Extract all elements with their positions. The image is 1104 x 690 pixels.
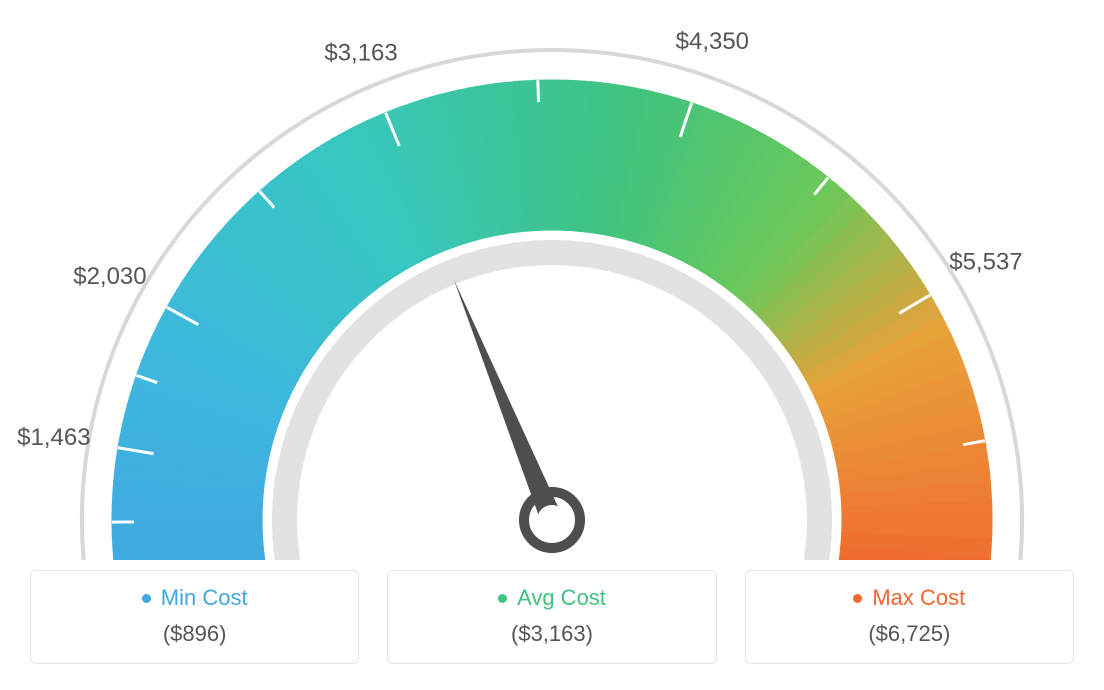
legend-card-max: Max Cost ($6,725): [745, 570, 1074, 664]
legend-title-avg: Avg Cost: [517, 585, 606, 611]
tick-label: $3,163: [324, 39, 397, 66]
tick-label: $4,350: [676, 28, 749, 55]
dot-max: [853, 594, 862, 603]
tick-label: $1,463: [17, 424, 90, 451]
legend-title-max: Max Cost: [872, 585, 965, 611]
legend-value-avg: ($3,163): [398, 621, 705, 647]
cost-gauge: $896$1,463$2,030$3,163$4,350$5,537$6,725: [0, 0, 1104, 560]
legend-value-max: ($6,725): [756, 621, 1063, 647]
legend-title-min: Min Cost: [161, 585, 248, 611]
legend-row: Min Cost ($896) Avg Cost ($3,163) Max Co…: [0, 570, 1104, 664]
tick-label: $5,537: [949, 249, 1022, 276]
legend-card-min: Min Cost ($896): [30, 570, 359, 664]
tick-label: $2,030: [73, 263, 146, 290]
legend-card-avg: Avg Cost ($3,163): [387, 570, 716, 664]
gauge-needle: [454, 279, 562, 524]
dot-min: [142, 594, 151, 603]
legend-value-min: ($896): [41, 621, 348, 647]
dot-avg: [498, 594, 507, 603]
